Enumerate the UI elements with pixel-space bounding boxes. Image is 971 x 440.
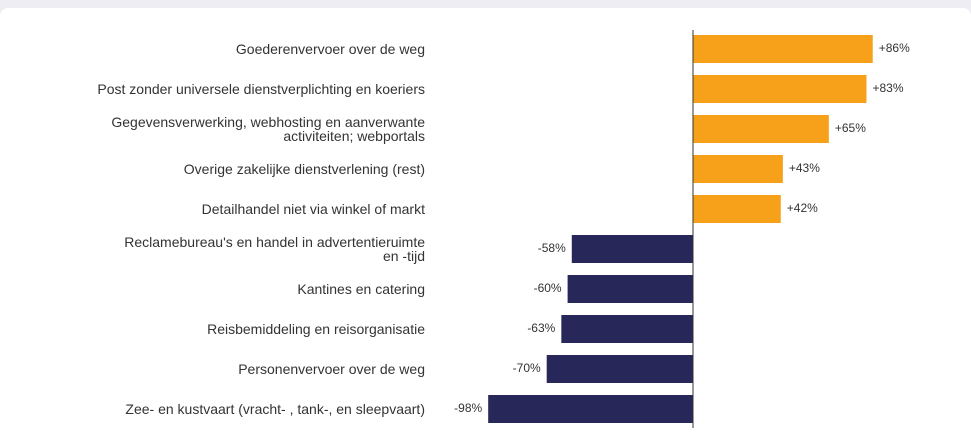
bar (571, 235, 693, 263)
value-label: +43% (789, 161, 820, 175)
bar (693, 115, 829, 143)
value-label: +86% (879, 41, 910, 55)
category-label: Kantines en catering (297, 281, 425, 297)
value-label: +83% (872, 81, 903, 95)
category-label: Post zonder universele dienstverplichtin… (97, 81, 425, 97)
bar (693, 35, 873, 63)
bar (561, 315, 693, 343)
bar (693, 155, 783, 183)
bar (488, 395, 693, 423)
category-label: Reclamebureau's en handel in advertentie… (124, 234, 425, 264)
value-label: +65% (835, 121, 866, 135)
value-label: +42% (787, 201, 818, 215)
value-label: -98% (454, 401, 482, 415)
category-label: Detailhandel niet via winkel of markt (201, 201, 425, 217)
bar (567, 275, 693, 303)
value-label: -63% (527, 321, 555, 335)
value-label: -70% (513, 361, 541, 375)
category-label: Overige zakelijke dienstverlening (rest) (183, 161, 425, 177)
category-label: Personenvervoer over de weg (238, 361, 425, 377)
category-label: Zee- en kustvaart (vracht- , tank-, en s… (125, 401, 425, 417)
value-label: -58% (538, 241, 566, 255)
bar (693, 75, 867, 103)
category-label: Reisbemiddeling en reisorganisatie (207, 321, 425, 337)
value-label: -60% (534, 281, 562, 295)
category-label: Gegevensverwerking, webhosting en aanver… (111, 114, 425, 144)
bar (693, 195, 781, 223)
bar (546, 355, 693, 383)
category-label: Goederenvervoer over de weg (235, 41, 425, 57)
